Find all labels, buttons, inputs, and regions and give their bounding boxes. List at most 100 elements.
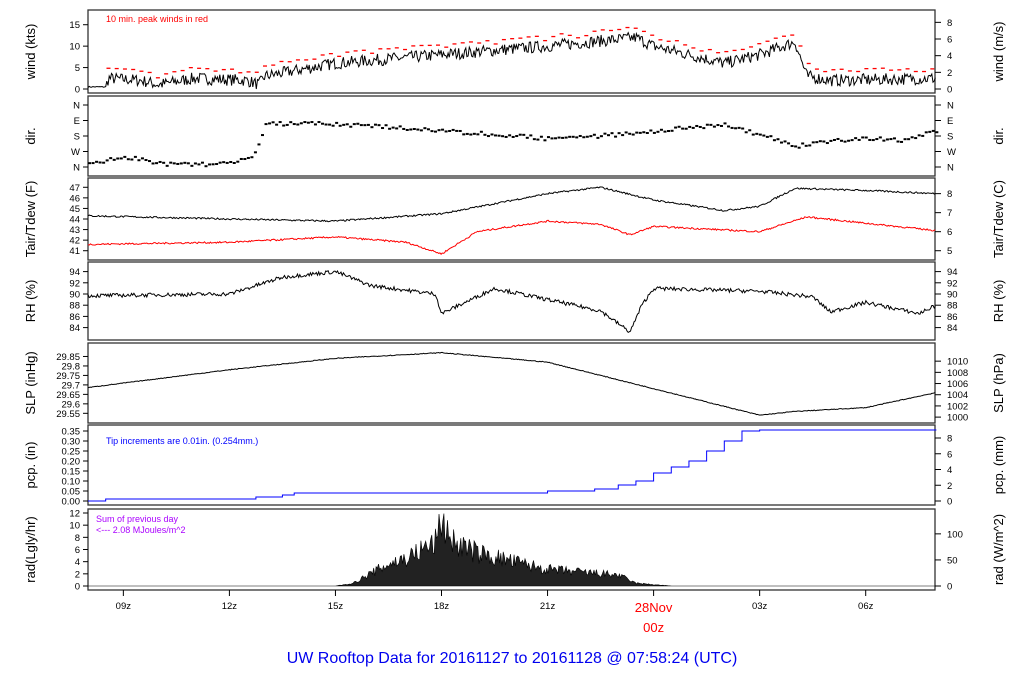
dir-point [550,137,554,140]
left-tick-label-slp: 29.55 [56,409,80,420]
left-tick-label-rad: 2 [75,569,80,580]
right-tick-label-pcp: 4 [947,465,952,476]
left-tick-label-rh: 92 [69,278,80,289]
y-axis-label-right-slp: SLP (hPa) [991,353,1006,413]
x-tick-label: 06z [858,601,874,612]
right-tick-label-rad: 0 [947,582,952,593]
panel-frame-rh [87,261,936,341]
dir-point [712,125,716,128]
right-tick-label-wind: 8 [947,18,952,29]
right-tick-label-rh: 84 [947,323,958,334]
left-tick-label-pcp: 0.35 [62,427,81,438]
dir-point [402,127,406,130]
right-tick-label-slp: 1002 [947,401,968,412]
dir-point [684,127,688,130]
dir-point [398,125,402,128]
dir-point [155,162,159,165]
dir-point [200,161,204,164]
dir-point [444,130,448,133]
dir-point [296,123,300,126]
right-tick-label-dir: E [947,116,953,127]
dir-point [271,121,275,124]
dir-point [462,133,466,136]
left-tick-label-wind: 15 [69,20,80,31]
dir-point [352,123,356,126]
dir-point [815,141,819,144]
dir-point [91,162,95,165]
chart-title: UW Rooftop Data for 20161127 to 20161128… [286,650,738,667]
left-tick-label-slp: 29.75 [56,371,80,382]
dir-point [426,128,430,131]
dir-point [338,124,342,127]
dir-point [328,123,332,126]
right-tick-label-wind: 2 [947,68,952,79]
dir-point [285,123,289,126]
dir-point [734,127,738,130]
dir-point [674,126,678,129]
right-tick-label-wind: 6 [947,35,952,46]
dir-point [546,136,550,139]
dir-point [229,161,233,164]
y-axis-label-left-dir: dir. [23,127,38,144]
dir-point [928,130,932,133]
right-tick-label-slp: 1004 [947,390,968,401]
dir-point [900,140,904,143]
dir-point [95,160,99,163]
dir-point [755,132,759,135]
dir-point [395,127,399,130]
dir-point [681,127,685,130]
dir-point [479,130,483,133]
y-axis-label-left-wind: wind (kts) [23,24,38,81]
annotation-rad: Sum of previous day [96,514,179,524]
dir-point [472,132,476,135]
right-tick-label-temp: 5 [947,246,952,257]
dir-point [847,139,851,142]
y-axis-label-left-temp: Tair/Tdew (F) [23,181,38,258]
right-tick-label-dir: N [947,163,954,174]
dir-point [578,134,582,137]
dir-point [854,137,858,140]
left-tick-label-slp: 29.6 [62,399,81,410]
dir-point [621,134,625,137]
dir-point [137,159,141,162]
dir-point [635,131,639,134]
dir-point [176,162,180,165]
dir-point [709,123,713,126]
dir-point [878,136,882,139]
dir-point [935,131,939,134]
y-axis-label-right-wind: wind (m/s) [991,22,1006,83]
dir-point [239,157,243,160]
dir-point [762,134,766,137]
dir-point [779,141,783,144]
dir-point [388,127,392,130]
left-tick-label-slp: 29.85 [56,352,80,363]
dir-point [645,132,649,135]
left-tick-label-pcp: 0.20 [62,457,81,468]
y-axis-label-right-rh: RH (%) [991,280,1006,323]
dir-point [557,136,561,139]
dir-point [501,135,505,138]
dir-point [335,121,339,124]
x-tick-label: 15z [328,601,344,612]
dir-point [183,161,187,164]
dir-point [88,162,91,165]
y-axis-label-right-temp: Tair/Tdew (C) [991,180,1006,258]
dir-point [829,139,833,142]
dir-point [148,160,152,163]
dir-point [596,136,600,139]
dir-point [289,121,293,124]
dir-point [917,134,921,137]
dir-point [670,129,674,132]
dir-point [423,127,427,130]
dir-point [525,136,529,139]
series-line-rh-0 [87,269,936,334]
dir-point [377,124,381,127]
dir-point [342,123,346,126]
dir-point [568,135,572,138]
left-tick-label-pcp: 0.00 [62,497,81,508]
dir-point [903,138,907,141]
left-tick-label-temp: 45 [69,204,80,215]
dir-point [140,157,144,160]
dir-point [804,144,808,147]
